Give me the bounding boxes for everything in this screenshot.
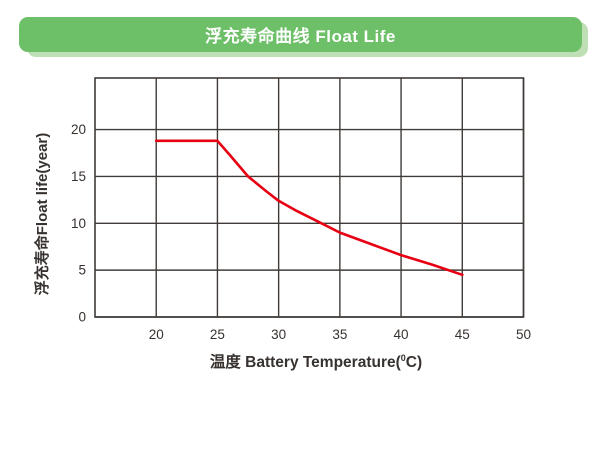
y-tick-label: 20: [71, 122, 86, 137]
x-tick-label: 50: [516, 327, 531, 342]
y-tick-label: 0: [78, 310, 86, 325]
y-tick-label: 5: [78, 263, 86, 278]
x-tick-label: 40: [394, 327, 409, 342]
x-tick-label: 35: [332, 327, 347, 342]
y-axis-title: 浮充寿命Float life(year): [33, 133, 51, 296]
x-tick-label: 30: [271, 327, 286, 342]
x-tick-label: 45: [455, 327, 470, 342]
y-tick-label: 15: [71, 169, 86, 184]
plot-frame: [94, 77, 525, 318]
float-life-curve: [154, 139, 464, 277]
x-tick-label: 20: [149, 327, 164, 342]
x-tick-label: 25: [210, 327, 225, 342]
header-banner: 浮充寿命曲线 Float Life: [19, 17, 582, 52]
y-tick-label: 10: [71, 216, 86, 231]
page-title: 浮充寿命曲线 Float Life: [205, 27, 396, 46]
x-axis-title: 温度 Battery Temperature(0C): [210, 352, 422, 371]
